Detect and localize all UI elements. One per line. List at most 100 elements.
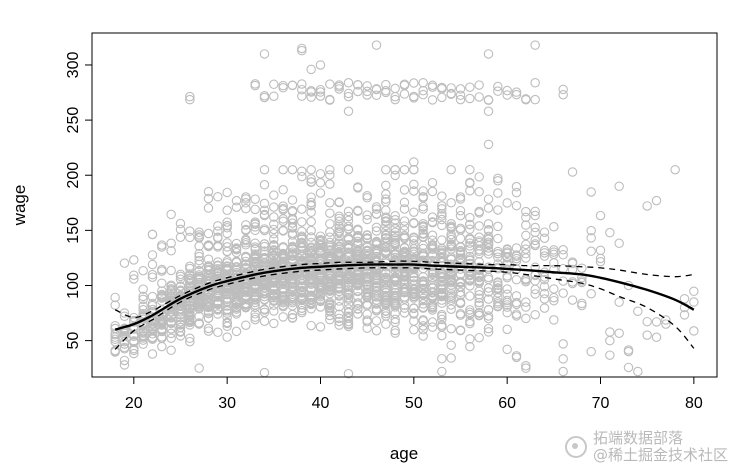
data-point <box>418 193 428 203</box>
data-point <box>511 253 522 264</box>
data-point <box>549 284 559 294</box>
data-point <box>530 210 540 221</box>
y-axis: 50 100 150 200 250 300 <box>65 52 93 350</box>
data-point <box>297 226 307 237</box>
x-tick-label: 60 <box>498 395 516 412</box>
data-point <box>390 239 400 249</box>
data-point <box>549 247 559 257</box>
data-point <box>194 363 204 373</box>
data-point <box>343 289 354 300</box>
data-point <box>278 164 288 175</box>
data-point <box>259 285 270 296</box>
data-point <box>269 240 279 250</box>
data-point <box>334 197 344 207</box>
data-point <box>306 216 316 227</box>
data-point <box>222 261 232 271</box>
data-point <box>203 326 214 336</box>
data-point <box>343 318 354 329</box>
data-point <box>306 200 316 210</box>
data-point <box>409 179 419 190</box>
data-point <box>381 246 391 256</box>
data-point <box>483 249 494 259</box>
data-point <box>502 248 512 259</box>
data-point <box>325 164 335 175</box>
data-point <box>175 322 186 333</box>
data-point <box>427 288 438 298</box>
data-point <box>633 366 643 377</box>
data-point <box>493 301 503 311</box>
data-point <box>306 92 316 102</box>
data-point <box>409 157 419 167</box>
confidence-lower-curve <box>114 267 695 350</box>
data-point <box>427 317 438 327</box>
data-point <box>381 229 391 240</box>
data-point <box>166 265 176 276</box>
data-point <box>511 187 522 198</box>
data-point <box>362 250 372 260</box>
data-point <box>325 281 335 292</box>
data-point <box>343 88 354 99</box>
data-point <box>651 332 662 343</box>
data-point <box>231 238 242 249</box>
data-point <box>334 320 344 330</box>
data-point <box>437 284 447 295</box>
data-point <box>213 304 223 315</box>
data-point <box>166 324 176 334</box>
data-point <box>269 91 279 101</box>
data-point <box>371 84 382 95</box>
data-point <box>661 315 671 325</box>
data-point <box>287 241 298 252</box>
data-point <box>231 309 242 319</box>
data-point <box>185 311 195 321</box>
data-point <box>250 262 260 272</box>
data-point <box>343 206 354 217</box>
data-point <box>231 284 242 295</box>
data-point <box>455 297 466 307</box>
data-point <box>175 327 186 337</box>
data-point <box>483 219 494 229</box>
data-point <box>129 255 139 265</box>
data-point <box>231 257 242 267</box>
data-point <box>502 297 512 308</box>
data-point <box>343 313 354 323</box>
data-point <box>353 79 363 90</box>
y-tick-label: 250 <box>65 107 82 134</box>
data-point <box>390 314 400 325</box>
data-point <box>483 234 494 245</box>
data-point <box>427 177 438 188</box>
data-point <box>418 225 428 235</box>
data-point <box>483 274 494 285</box>
data-point <box>390 235 400 245</box>
data-point <box>185 317 195 328</box>
data-point <box>241 225 251 236</box>
data-point <box>530 78 540 88</box>
data-point <box>297 260 307 271</box>
data-point <box>511 87 522 97</box>
data-point <box>418 284 428 295</box>
data-point <box>493 173 503 184</box>
data-point <box>474 206 484 217</box>
data-point <box>250 281 260 291</box>
data-point <box>549 249 559 260</box>
data-point <box>427 230 438 241</box>
data-point <box>231 243 242 254</box>
data-point <box>409 253 419 263</box>
confidence-upper-curve <box>114 260 694 319</box>
data-point <box>446 295 456 306</box>
data-point <box>194 303 204 314</box>
data-point <box>343 234 354 245</box>
data-point <box>418 89 428 100</box>
data-point <box>483 287 494 297</box>
data-point <box>166 209 176 220</box>
data-point <box>651 195 662 206</box>
data-point <box>297 303 307 314</box>
data-point <box>203 296 214 307</box>
data-point <box>231 247 242 258</box>
data-point <box>437 271 447 282</box>
data-point <box>222 265 232 276</box>
data-point <box>437 84 447 94</box>
data-point <box>269 272 279 283</box>
data-point <box>446 222 456 233</box>
x-tick-label: 20 <box>125 395 143 412</box>
data-point <box>287 80 298 91</box>
